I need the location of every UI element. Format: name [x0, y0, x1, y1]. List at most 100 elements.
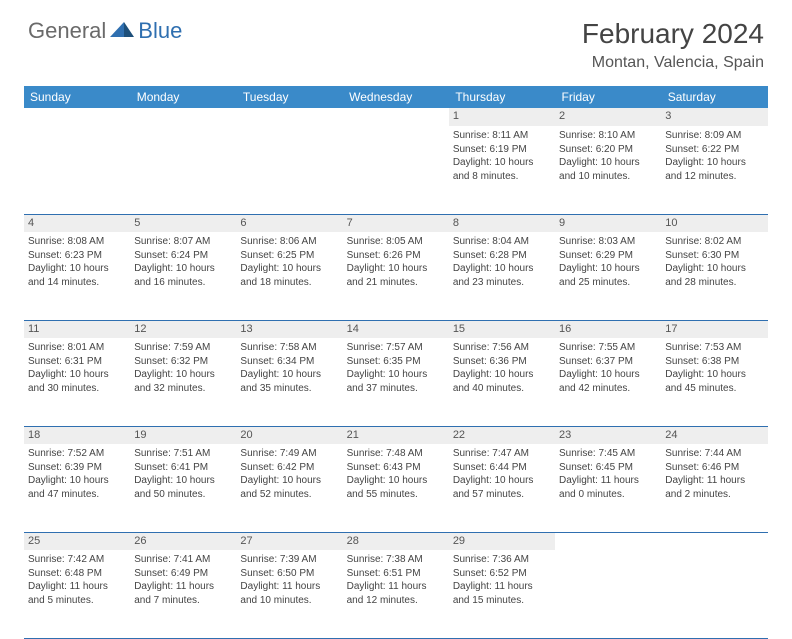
sun-data-line: Sunset: 6:32 PM [134, 355, 232, 369]
day-number-cell [661, 532, 767, 550]
title-block: February 2024 Montan, Valencia, Spain [582, 18, 764, 72]
page-header: General Blue February 2024 Montan, Valen… [0, 0, 792, 80]
sun-data-line: Sunset: 6:26 PM [347, 249, 445, 263]
sun-data-line: and 18 minutes. [240, 276, 338, 290]
sun-data-line: Sunset: 6:38 PM [665, 355, 763, 369]
sun-data-line: and 21 minutes. [347, 276, 445, 290]
day-number-cell: 6 [236, 214, 342, 232]
sun-data-line: Sunrise: 7:51 AM [134, 447, 232, 461]
day-number-cell: 23 [555, 426, 661, 444]
sun-data-line: Sunrise: 7:48 AM [347, 447, 445, 461]
day-content-cell: Sunrise: 8:02 AMSunset: 6:30 PMDaylight:… [661, 232, 767, 320]
sun-data-line: Sunrise: 8:10 AM [559, 129, 657, 143]
day-content-cell: Sunrise: 7:57 AMSunset: 6:35 PMDaylight:… [343, 338, 449, 426]
sun-data-line: and 57 minutes. [453, 488, 551, 502]
weekday-header: Wednesday [343, 86, 449, 108]
sun-data-line: and 30 minutes. [28, 382, 126, 396]
sun-data-line: and 2 minutes. [665, 488, 763, 502]
day-number-row: 2526272829 [24, 532, 768, 550]
sun-data-line: and 25 minutes. [559, 276, 657, 290]
sun-data-line: Daylight: 10 hours [28, 474, 126, 488]
sun-data-line: Sunrise: 7:58 AM [240, 341, 338, 355]
sun-data-line: Sunset: 6:23 PM [28, 249, 126, 263]
sun-data-line: Daylight: 11 hours [134, 580, 232, 594]
day-number-row: 11121314151617 [24, 320, 768, 338]
day-content-cell: Sunrise: 8:06 AMSunset: 6:25 PMDaylight:… [236, 232, 342, 320]
weekday-header: Thursday [449, 86, 555, 108]
calendar-table: SundayMondayTuesdayWednesdayThursdayFrid… [24, 86, 768, 639]
sun-data-line: Sunset: 6:19 PM [453, 143, 551, 157]
sun-data-line: Daylight: 10 hours [28, 262, 126, 276]
day-content-cell: Sunrise: 7:38 AMSunset: 6:51 PMDaylight:… [343, 550, 449, 638]
day-number-cell: 29 [449, 532, 555, 550]
sun-data-line: Sunrise: 8:06 AM [240, 235, 338, 249]
sun-data-line: Sunrise: 7:53 AM [665, 341, 763, 355]
location-text: Montan, Valencia, Spain [582, 54, 764, 72]
brand-triangle-icon [110, 19, 136, 44]
day-content-cell: Sunrise: 8:07 AMSunset: 6:24 PMDaylight:… [130, 232, 236, 320]
sun-data-line: and 14 minutes. [28, 276, 126, 290]
sun-data-line: and 16 minutes. [134, 276, 232, 290]
sun-data-line: Sunrise: 7:52 AM [28, 447, 126, 461]
sun-data-line: Sunset: 6:43 PM [347, 461, 445, 475]
day-number-cell: 15 [449, 320, 555, 338]
sun-data-line: and 7 minutes. [134, 594, 232, 608]
sun-data-line: Daylight: 11 hours [665, 474, 763, 488]
day-number-cell: 9 [555, 214, 661, 232]
weekday-header: Saturday [661, 86, 767, 108]
sun-data-line: Daylight: 10 hours [134, 474, 232, 488]
sun-data-line: Sunrise: 8:09 AM [665, 129, 763, 143]
day-content-cell: Sunrise: 8:11 AMSunset: 6:19 PMDaylight:… [449, 126, 555, 214]
sun-data-line: Sunrise: 7:38 AM [347, 553, 445, 567]
sun-data-line: Daylight: 11 hours [453, 580, 551, 594]
sun-data-line: and 10 minutes. [240, 594, 338, 608]
day-content-cell: Sunrise: 7:41 AMSunset: 6:49 PMDaylight:… [130, 550, 236, 638]
sun-data-line: Sunset: 6:42 PM [240, 461, 338, 475]
day-number-cell: 16 [555, 320, 661, 338]
sun-data-line: Sunrise: 7:39 AM [240, 553, 338, 567]
day-number-cell: 22 [449, 426, 555, 444]
day-number-cell: 19 [130, 426, 236, 444]
sun-data-line: Sunset: 6:20 PM [559, 143, 657, 157]
day-content-row: Sunrise: 7:42 AMSunset: 6:48 PMDaylight:… [24, 550, 768, 638]
brand-part1: General [28, 18, 106, 44]
day-number-cell: 26 [130, 532, 236, 550]
sun-data-line: and 40 minutes. [453, 382, 551, 396]
day-content-cell: Sunrise: 8:10 AMSunset: 6:20 PMDaylight:… [555, 126, 661, 214]
sun-data-line: and 12 minutes. [347, 594, 445, 608]
sun-data-line: Sunrise: 7:57 AM [347, 341, 445, 355]
day-content-cell: Sunrise: 8:05 AMSunset: 6:26 PMDaylight:… [343, 232, 449, 320]
day-content-row: Sunrise: 8:01 AMSunset: 6:31 PMDaylight:… [24, 338, 768, 426]
day-content-cell [236, 126, 342, 214]
day-content-cell: Sunrise: 7:55 AMSunset: 6:37 PMDaylight:… [555, 338, 661, 426]
day-number-cell: 17 [661, 320, 767, 338]
sun-data-line: Daylight: 10 hours [28, 368, 126, 382]
sun-data-line: Sunrise: 7:42 AM [28, 553, 126, 567]
sun-data-line: Sunrise: 8:07 AM [134, 235, 232, 249]
day-number-cell: 21 [343, 426, 449, 444]
sun-data-line: Daylight: 10 hours [240, 368, 338, 382]
day-content-cell: Sunrise: 8:04 AMSunset: 6:28 PMDaylight:… [449, 232, 555, 320]
sun-data-line: and 42 minutes. [559, 382, 657, 396]
weekday-header: Friday [555, 86, 661, 108]
day-number-cell: 7 [343, 214, 449, 232]
day-number-cell: 12 [130, 320, 236, 338]
sun-data-line: Sunset: 6:50 PM [240, 567, 338, 581]
sun-data-line: Sunrise: 7:44 AM [665, 447, 763, 461]
weekday-header: Sunday [24, 86, 130, 108]
day-content-cell [343, 126, 449, 214]
sun-data-line: Sunrise: 8:02 AM [665, 235, 763, 249]
day-content-cell: Sunrise: 7:51 AMSunset: 6:41 PMDaylight:… [130, 444, 236, 532]
sun-data-line: Daylight: 10 hours [134, 368, 232, 382]
day-number-cell: 24 [661, 426, 767, 444]
sun-data-line: Sunrise: 7:55 AM [559, 341, 657, 355]
sun-data-line: Sunset: 6:31 PM [28, 355, 126, 369]
sun-data-line: Sunrise: 7:59 AM [134, 341, 232, 355]
day-number-cell: 20 [236, 426, 342, 444]
brand-logo: General Blue [28, 18, 182, 44]
sun-data-line: and 32 minutes. [134, 382, 232, 396]
day-content-cell [661, 550, 767, 638]
sun-data-line: Daylight: 11 hours [240, 580, 338, 594]
day-number-cell: 25 [24, 532, 130, 550]
day-content-cell: Sunrise: 7:58 AMSunset: 6:34 PMDaylight:… [236, 338, 342, 426]
